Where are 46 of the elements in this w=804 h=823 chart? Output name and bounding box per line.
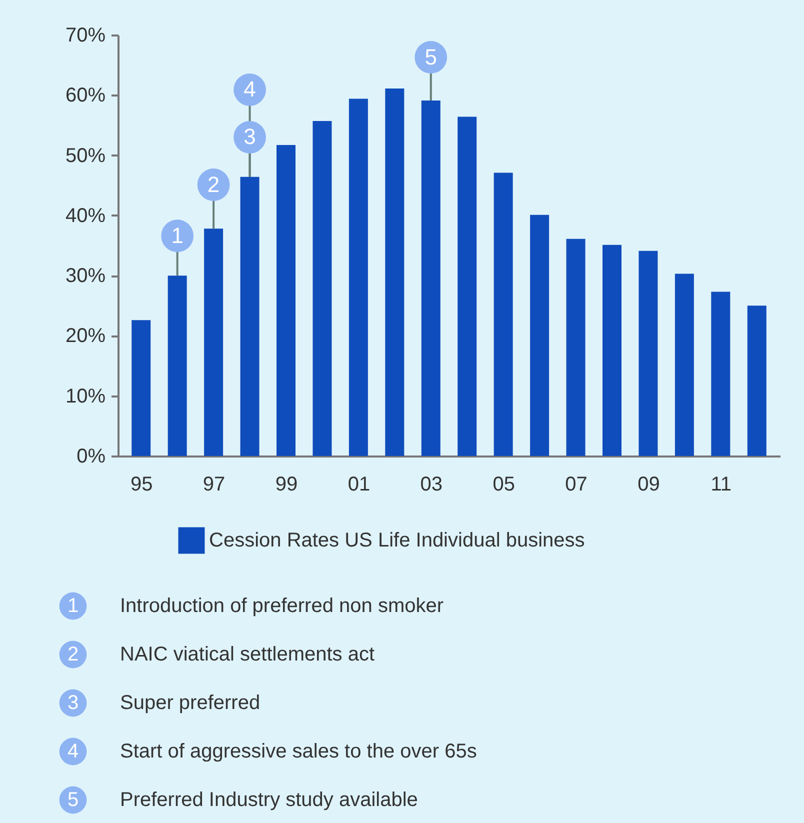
bar	[566, 238, 586, 456]
y-tick-label: 30%	[65, 265, 106, 288]
y-tick-label: 20%	[65, 325, 106, 348]
y-tick-label: 70%	[65, 24, 106, 46]
bar	[638, 250, 658, 456]
y-tick-label: 50%	[65, 144, 106, 167]
bar	[530, 214, 550, 456]
annotation: 3	[244, 124, 256, 150]
text: 3 Super preferred	[67, 692, 260, 714]
bar	[421, 100, 440, 456]
text: 5 Preferred Industry study available	[67, 789, 418, 811]
annotation: 4	[244, 76, 256, 102]
bar	[747, 306, 766, 456]
bar	[458, 116, 477, 456]
bar	[674, 274, 694, 456]
x-tick-label: 95	[130, 474, 153, 496]
text: 4 Start of aggressive sales to the over 65s	[67, 740, 477, 762]
bar	[312, 121, 332, 456]
bar	[602, 244, 622, 456]
bar	[276, 145, 296, 456]
y-tick-label: 10%	[65, 385, 106, 408]
x-tick-label: 11	[710, 474, 732, 496]
bar	[494, 172, 513, 456]
y-tick-label: 40%	[65, 204, 106, 227]
y-tick-label: 0%	[76, 446, 106, 468]
bar	[711, 292, 730, 456]
bar	[348, 98, 368, 456]
legend-label: Cession Rates US Life Individual business	[209, 530, 585, 552]
annotation: 5	[424, 44, 438, 70]
x-tick-label: 97	[202, 474, 226, 496]
annotation: 1	[171, 222, 184, 248]
bar	[204, 228, 224, 456]
text: 2 NAIC viatical settlements act	[67, 644, 375, 666]
y-tick-label: 60%	[65, 84, 106, 107]
annotation: 2	[207, 172, 220, 197]
x-tick-label: 09	[638, 474, 660, 496]
bar	[240, 176, 260, 456]
x-tick-label: 05	[492, 474, 515, 496]
x-tick-label: 99	[275, 474, 298, 496]
bar	[168, 276, 187, 456]
text: 1 Introduction of preferred non smoker	[67, 595, 444, 617]
x-tick-label: 01	[348, 474, 370, 496]
x-tick-label: 07	[565, 474, 588, 496]
x-tick-label: 03	[420, 474, 443, 496]
bar	[385, 88, 404, 456]
bar	[132, 320, 151, 456]
